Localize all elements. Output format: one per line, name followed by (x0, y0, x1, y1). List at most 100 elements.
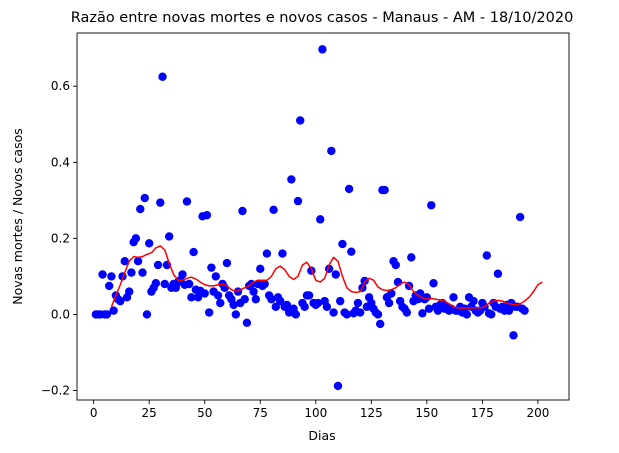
scatter-point (304, 291, 314, 300)
scatter-point (282, 300, 292, 310)
scatter-point (271, 302, 280, 312)
scatter-point (509, 331, 518, 340)
scatter-point (356, 308, 365, 317)
scatter-point (193, 293, 203, 302)
scatter-point (153, 260, 163, 270)
scatter-point (347, 247, 356, 256)
scatter-point (222, 258, 232, 268)
scatter-point (278, 249, 287, 258)
scatter-point (138, 268, 147, 277)
scatter-point (256, 264, 265, 273)
scatter-point (105, 281, 114, 291)
scatter-point (407, 253, 416, 262)
scatter-point (142, 310, 152, 319)
scatter-point (131, 234, 141, 243)
scatter-point (231, 310, 241, 319)
scatter-point (211, 272, 221, 281)
scatter-point (360, 276, 369, 286)
y-tick-label: 0.0 (51, 307, 70, 321)
y-axis: −0.2 0.0 0.2 0.4 0.6 (41, 79, 77, 397)
scatter-point (102, 310, 112, 319)
scatter-point (520, 306, 529, 315)
scatter-point (318, 45, 327, 54)
scatter-point (291, 310, 300, 319)
scatter-point (213, 291, 223, 300)
scatter-point (158, 72, 167, 81)
plot-frame (76, 32, 570, 401)
x-tick-label: 200 (526, 406, 549, 420)
scatter-point (125, 287, 134, 296)
scatter-point (391, 260, 400, 270)
scatter-point (178, 270, 187, 279)
scatter-point (109, 306, 118, 315)
scatter-point (293, 196, 303, 206)
scatter-point (422, 293, 432, 302)
x-axis-label: Dias (308, 428, 335, 443)
scatter-point (164, 232, 174, 241)
scatter-point (427, 201, 436, 210)
scatter-point (462, 310, 472, 319)
scatter-point (487, 310, 496, 319)
scatter-point (338, 239, 347, 249)
scatter-point (402, 308, 412, 317)
scatter-point (189, 247, 198, 257)
scatter-point (184, 279, 194, 289)
scatter-point (151, 279, 161, 288)
chart-title: Razão entre novas mortes e novos casos -… (71, 10, 574, 26)
x-tick-label: 25 (142, 406, 157, 420)
trend-line (110, 245, 543, 309)
scatter-point (98, 270, 107, 279)
scatter-point (156, 198, 165, 207)
x-axis: 0 25 50 75 100 125 150 175 200 (90, 400, 549, 420)
scatter-point (187, 293, 196, 302)
scatter-point (204, 308, 214, 317)
x-tick-label: 125 (360, 406, 383, 420)
plot-area (91, 45, 543, 391)
scatter-point (322, 302, 332, 312)
scatter-point (373, 310, 383, 319)
scatter-point (267, 295, 276, 304)
scatter-point (316, 215, 325, 224)
scatter-point (144, 239, 154, 248)
scatter-point (387, 289, 396, 298)
scatter-point (242, 318, 252, 327)
scatter-point (133, 256, 143, 266)
scatter-point (296, 116, 305, 125)
scatter-point (269, 205, 278, 215)
y-tick-label: 0.6 (51, 79, 70, 93)
x-tick-label: 50 (197, 406, 212, 420)
scatter-point (287, 175, 296, 184)
y-tick-label: −0.2 (41, 383, 70, 397)
scatter-point (260, 279, 269, 289)
scatter-point (376, 319, 385, 329)
scatter-point (384, 298, 394, 308)
scatter-point (160, 279, 169, 289)
scatter-point (493, 269, 503, 278)
x-tick-label: 175 (471, 406, 494, 420)
scatter-point (353, 298, 363, 308)
y-tick-label: 0.2 (51, 231, 70, 245)
scatter-point (251, 295, 261, 304)
scatter-point (202, 210, 212, 220)
scatter-point (327, 146, 336, 156)
scatter-point (127, 268, 136, 277)
scatter-point (515, 212, 525, 222)
scatter-point (249, 287, 258, 296)
scatter-point (238, 206, 247, 216)
scatter-point (107, 272, 116, 281)
scatter-point (504, 306, 514, 315)
scatter-point (333, 381, 343, 391)
scatter-point (418, 309, 427, 318)
scatter-point (300, 302, 309, 312)
x-tick-label: 100 (304, 406, 327, 420)
scatter-point (216, 298, 225, 308)
scatter-point (240, 295, 249, 304)
scatter-point (207, 263, 216, 272)
scatter-point (429, 279, 438, 288)
scatter-point (336, 296, 345, 306)
scatter-point (380, 185, 389, 195)
x-tick-label: 75 (253, 406, 268, 420)
x-tick-label: 0 (90, 406, 98, 420)
scatter-point (140, 193, 149, 203)
